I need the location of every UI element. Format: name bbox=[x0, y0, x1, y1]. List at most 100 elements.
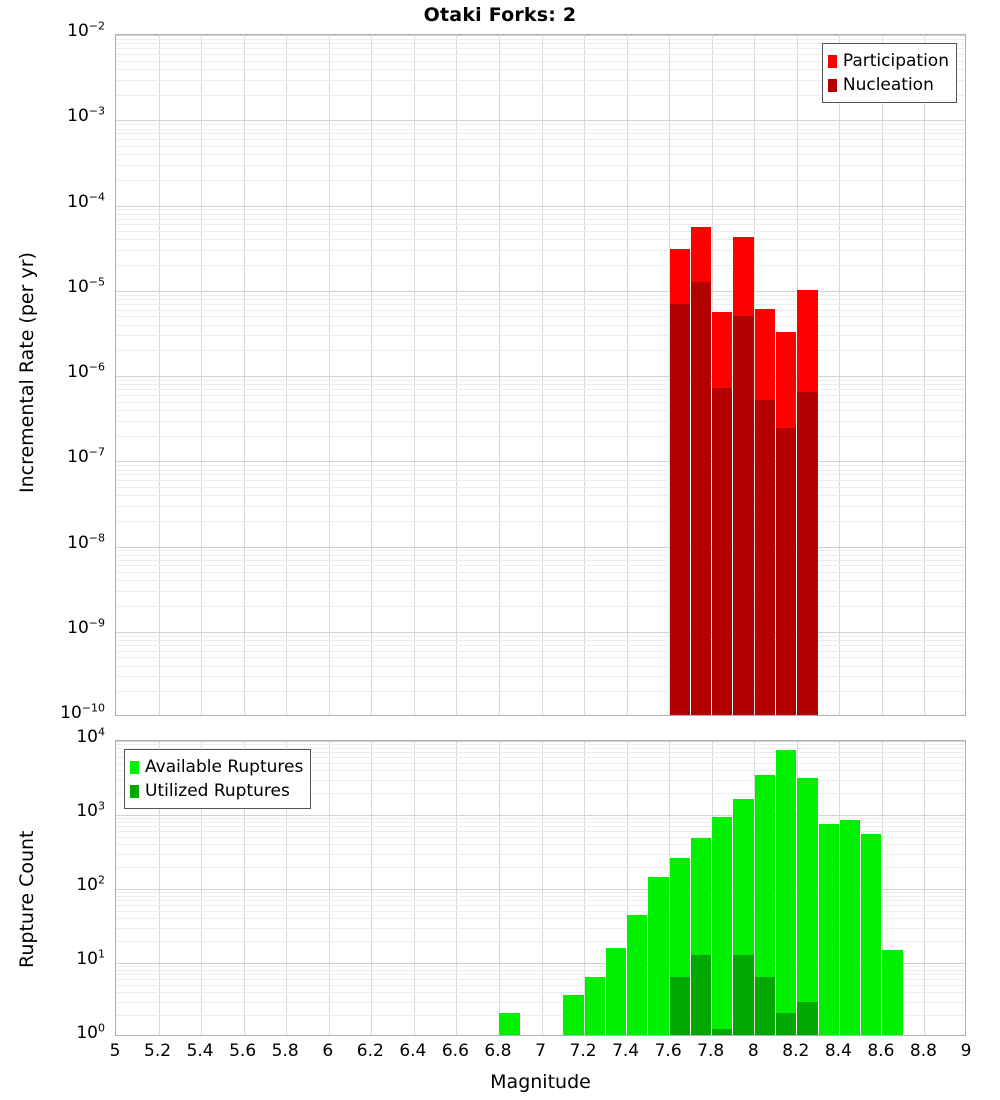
gridline-horizontal-minor bbox=[116, 402, 965, 403]
x-tick-label: 5.8 bbox=[271, 1041, 299, 1061]
bar-rupture-count-available-ruptures bbox=[605, 947, 627, 1035]
gridline-horizontal-minor bbox=[116, 421, 965, 422]
gridline-horizontal-minor bbox=[116, 831, 965, 832]
gridline-horizontal-minor bbox=[116, 265, 965, 266]
gridline-horizontal-minor bbox=[116, 214, 965, 215]
gridline-vertical bbox=[626, 741, 628, 1035]
incremental-rate-y-axis-label: Incremental Rate (per yr) bbox=[16, 252, 38, 493]
bar-rupture-count-available-ruptures bbox=[712, 817, 733, 1035]
gridline-horizontal-minor bbox=[116, 580, 965, 581]
x-tick-label: 6.4 bbox=[399, 1041, 427, 1061]
gridline-horizontal-minor bbox=[116, 80, 965, 81]
gridline-horizontal-minor bbox=[116, 1002, 965, 1003]
gridline-horizontal-minor bbox=[116, 48, 965, 49]
y-tick-label: 10−9 bbox=[67, 616, 105, 638]
legend-label-available-ruptures: Available Ruptures bbox=[145, 756, 304, 777]
gridline-horizontal-minor bbox=[116, 61, 965, 62]
gridline-vertical bbox=[201, 35, 203, 715]
gridline-horizontal-minor bbox=[116, 844, 965, 845]
gridline-horizontal-minor bbox=[116, 645, 965, 646]
gridline-horizontal-major bbox=[116, 815, 965, 816]
x-tick-label: 8.4 bbox=[824, 1041, 852, 1061]
legend-label-nucleation: Nucleation bbox=[842, 74, 934, 95]
incremental-rate-panel: Participation Nucleation bbox=[115, 34, 966, 716]
gridline-horizontal-minor bbox=[116, 565, 965, 566]
gridline-horizontal-minor bbox=[116, 410, 965, 411]
gridline-horizontal-minor bbox=[116, 691, 965, 692]
gridline-horizontal-minor bbox=[116, 54, 965, 55]
y-tick-label: 104 bbox=[76, 725, 105, 747]
y-tick-label: 10−5 bbox=[67, 275, 105, 297]
x-tick-label: 5.6 bbox=[229, 1041, 257, 1061]
gridline-horizontal-minor bbox=[116, 521, 965, 522]
gridline-horizontal-minor bbox=[116, 928, 965, 929]
gridline-vertical bbox=[456, 35, 458, 715]
bar-rupture-count-available-ruptures bbox=[584, 977, 605, 1035]
gridline-horizontal-major bbox=[116, 376, 965, 377]
bar-rupture-count-utilized-ruptures bbox=[776, 1012, 797, 1035]
gridline-horizontal-minor bbox=[116, 325, 965, 326]
gridline-horizontal-minor bbox=[116, 146, 965, 147]
bar-rupture-count-utilized-ruptures bbox=[669, 977, 690, 1035]
x-tick-label: 5 bbox=[109, 1041, 121, 1061]
gridline-horizontal-minor bbox=[116, 837, 965, 838]
gridline-horizontal-minor bbox=[116, 854, 965, 855]
gridline-vertical bbox=[328, 35, 330, 715]
gridline-horizontal-minor bbox=[116, 770, 965, 771]
incremental-rate-plot-area bbox=[116, 35, 965, 715]
bar-incremental-rate-nucleation bbox=[776, 428, 797, 715]
x-tick-label: 5.4 bbox=[186, 1041, 214, 1061]
gridline-horizontal-major bbox=[116, 206, 965, 207]
bar-rupture-count-available-ruptures bbox=[882, 950, 903, 1035]
utilized-ruptures-swatch-icon bbox=[130, 784, 139, 798]
bar-rupture-count-available-ruptures bbox=[818, 823, 839, 1035]
bar-rupture-count-available-ruptures bbox=[563, 994, 584, 1035]
gridline-horizontal-minor bbox=[116, 495, 965, 496]
y-tick-label: 10−7 bbox=[67, 445, 105, 468]
bar-rupture-count-available-ruptures bbox=[648, 877, 669, 1035]
legend-item-available-ruptures: Available Ruptures bbox=[130, 755, 303, 779]
gridline-vertical bbox=[413, 741, 415, 1035]
figure-title: Otaki Forks: 2 bbox=[423, 4, 577, 26]
x-tick-label: 8.6 bbox=[867, 1041, 895, 1061]
x-tick-label: 8.8 bbox=[909, 1041, 937, 1061]
gridline-horizontal-minor bbox=[116, 380, 965, 381]
gridline-horizontal-minor bbox=[116, 465, 965, 466]
y-tick-label: 102 bbox=[76, 873, 105, 895]
gridline-horizontal-major bbox=[116, 963, 965, 964]
gridline-horizontal-minor bbox=[116, 154, 965, 155]
gridline-horizontal-major bbox=[116, 632, 965, 633]
bar-rupture-count-utilized-ruptures bbox=[690, 955, 712, 1035]
bar-incremental-rate-nucleation bbox=[797, 391, 818, 715]
gridline-horizontal-minor bbox=[116, 941, 965, 942]
gridline-horizontal-minor bbox=[116, 826, 965, 827]
gridline-horizontal-minor bbox=[116, 752, 965, 753]
x-tick-label: 8 bbox=[747, 1041, 759, 1061]
y-tick-label: 100 bbox=[76, 1021, 105, 1043]
gridline-horizontal-minor bbox=[116, 180, 965, 181]
rupture-count-legend: Available Ruptures Utilized Ruptures bbox=[124, 749, 312, 809]
magnitude-x-axis-label: Magnitude bbox=[490, 1071, 591, 1093]
gridline-vertical bbox=[158, 35, 160, 715]
gridline-horizontal-minor bbox=[116, 480, 965, 481]
bar-rupture-count-utilized-ruptures bbox=[733, 955, 754, 1035]
gridline-vertical bbox=[626, 35, 628, 715]
bar-incremental-rate-nucleation bbox=[733, 315, 754, 715]
gridline-horizontal-minor bbox=[116, 763, 965, 764]
gridline-vertical bbox=[286, 741, 288, 1035]
gridline-vertical bbox=[371, 35, 373, 715]
gridline-horizontal-minor bbox=[116, 239, 965, 240]
gridline-horizontal-minor bbox=[116, 487, 965, 488]
x-tick-label: 7.8 bbox=[697, 1041, 725, 1061]
x-tick-label: 6 bbox=[322, 1041, 334, 1061]
gridline-horizontal-minor bbox=[116, 219, 965, 220]
x-tick-label: 6.2 bbox=[356, 1041, 384, 1061]
gridline-horizontal-major bbox=[116, 889, 965, 890]
x-tick-label: 8.2 bbox=[782, 1041, 810, 1061]
bar-rupture-count-available-ruptures bbox=[776, 750, 797, 1035]
bar-rupture-count-available-ruptures bbox=[627, 914, 648, 1035]
gridline-horizontal-major bbox=[116, 35, 965, 36]
x-tick-label: 5.2 bbox=[144, 1041, 172, 1061]
x-tick-label: 7.6 bbox=[654, 1041, 682, 1061]
